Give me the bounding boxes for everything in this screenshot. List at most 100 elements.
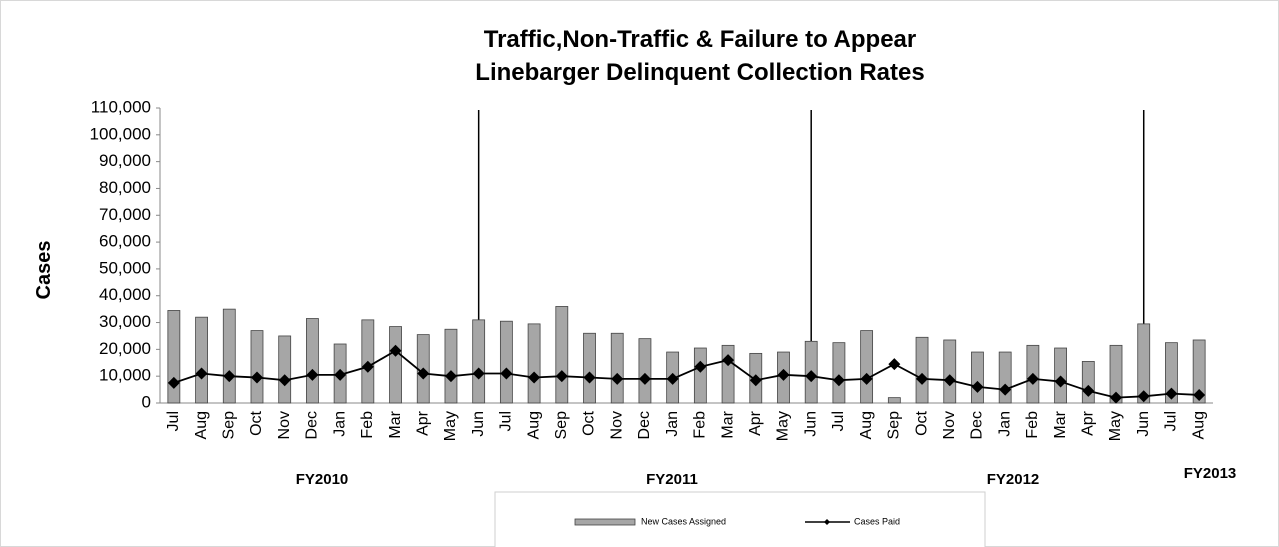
bar <box>444 328 458 404</box>
y-tick-label: 60,000 <box>99 232 151 251</box>
x-tick-label: Jan <box>996 411 1013 437</box>
x-tick-label: Feb <box>359 411 376 439</box>
x-tick-label: Oct <box>913 410 930 435</box>
marker <box>1137 390 1150 403</box>
bar <box>306 318 319 404</box>
bar <box>1054 347 1067 404</box>
y-tick-label: 20,000 <box>99 339 151 358</box>
x-tick-label: Jul <box>1163 411 1180 431</box>
legend-label: Cases Paid <box>854 516 900 526</box>
bar <box>195 316 208 404</box>
x-tick-label: Nov <box>608 411 625 439</box>
x-tick-label: Apr <box>414 410 431 436</box>
marker <box>638 372 651 385</box>
y-axis-label: Cases <box>33 241 55 300</box>
bar <box>583 332 596 404</box>
x-tick-label: Dec <box>636 411 653 439</box>
marker <box>1165 387 1178 400</box>
marker <box>528 371 541 384</box>
bar <box>915 336 929 404</box>
marker <box>389 344 402 357</box>
legend-box <box>494 491 986 547</box>
x-tick-label: Aug <box>1190 411 1207 439</box>
y-tick-label: 30,000 <box>99 312 151 331</box>
bar <box>693 347 707 404</box>
marker <box>361 360 374 373</box>
y-tick-label: 0 <box>142 392 151 411</box>
marker <box>832 374 845 387</box>
marker <box>555 370 568 383</box>
legend-label: New Cases Assigned <box>641 516 726 526</box>
bar <box>721 344 735 404</box>
x-tick-label: Dec <box>304 411 321 439</box>
x-tick-label: Jul <box>165 411 182 431</box>
bar <box>860 330 874 404</box>
x-tick-label: Nov <box>941 411 958 439</box>
marker <box>500 367 513 380</box>
bar <box>527 323 541 404</box>
y-tick-label: 100,000 <box>90 124 151 143</box>
marker <box>666 372 679 385</box>
marker <box>167 376 180 389</box>
x-tick-label: Aug <box>193 411 210 439</box>
x-tick-label: Mar <box>387 410 404 438</box>
y-tick-label: 70,000 <box>99 205 151 224</box>
group-label: FY2012 <box>987 471 1040 488</box>
x-tick-label: Mar <box>1052 410 1069 438</box>
marker <box>805 370 818 383</box>
line <box>173 349 1200 399</box>
legend-swatch <box>574 518 636 526</box>
marker <box>722 354 735 367</box>
bar <box>389 326 402 404</box>
x-tick-label: Oct <box>581 410 598 435</box>
group-label: FY2011 <box>646 471 698 488</box>
marker <box>777 368 790 381</box>
x-tick-label: Sep <box>886 411 903 440</box>
bar <box>1192 339 1206 404</box>
marker <box>1054 375 1067 388</box>
marker <box>1193 388 1206 401</box>
marker <box>195 367 208 380</box>
marker <box>583 371 596 384</box>
x-tick-label: Jan <box>331 411 348 437</box>
y-tick-label: 110,000 <box>91 97 151 116</box>
marker <box>472 367 485 380</box>
chart-title: Traffic,Non-Traffic & Failure to Appear <box>484 26 917 53</box>
marker <box>916 372 929 385</box>
x-tick-label: May <box>1107 411 1124 441</box>
marker <box>999 383 1012 396</box>
marker <box>749 374 762 387</box>
x-tick-label: Mar <box>719 410 736 438</box>
marker <box>1026 372 1039 385</box>
bar <box>555 306 569 404</box>
bar <box>278 335 292 404</box>
bar <box>610 332 624 404</box>
bar <box>167 310 181 404</box>
marker <box>943 374 956 387</box>
marker <box>306 368 319 381</box>
x-tick-label: May <box>442 411 459 441</box>
marker <box>694 360 707 373</box>
chart-subtitle: Linebarger Delinquent Collection Rates <box>475 59 924 86</box>
x-tick-label: Jun <box>470 411 487 437</box>
bar <box>499 320 513 404</box>
marker <box>444 370 457 383</box>
marker <box>417 367 430 380</box>
bar <box>832 342 846 404</box>
bar <box>1165 342 1178 404</box>
x-tick-label: Aug <box>525 411 542 439</box>
x-tick-label: Feb <box>692 411 709 439</box>
marker <box>223 370 236 383</box>
bar <box>638 338 652 404</box>
bar <box>887 397 901 404</box>
x-tick-label: Jun <box>1135 411 1152 437</box>
x-tick-label: Jul <box>498 411 515 431</box>
marker <box>278 374 291 387</box>
group-label: FY2010 <box>296 471 349 488</box>
x-tick-label: Aug <box>858 411 875 439</box>
y-tick-label: 40,000 <box>99 285 151 304</box>
bar <box>250 330 264 404</box>
x-tick-label: Jan <box>664 411 681 437</box>
marker <box>1110 391 1123 404</box>
